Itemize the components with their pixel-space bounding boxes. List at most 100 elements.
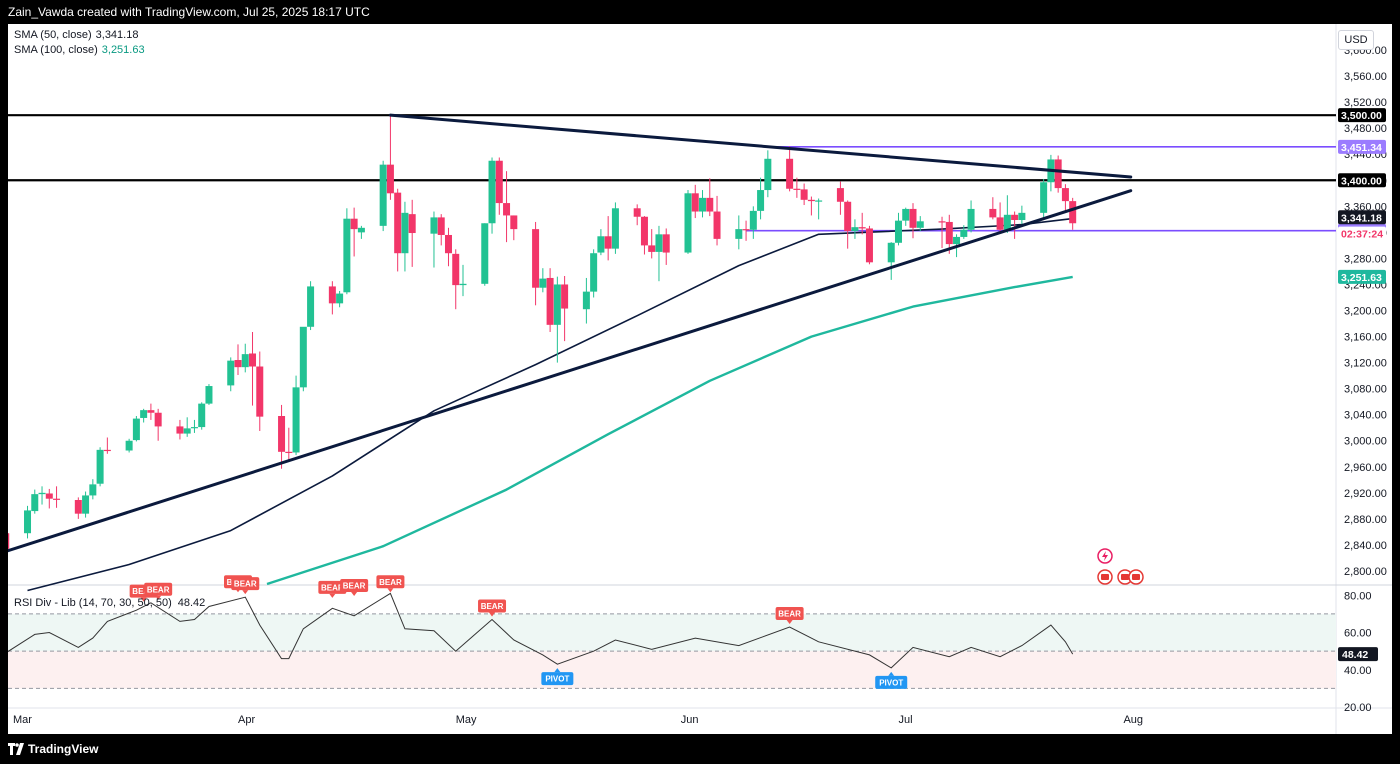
candle-body bbox=[553, 284, 561, 325]
signal-pointer bbox=[351, 592, 358, 597]
bear-signal-label: BEAR bbox=[340, 579, 369, 597]
candle-body bbox=[386, 164, 394, 194]
candle bbox=[996, 202, 1004, 233]
candle bbox=[844, 200, 852, 249]
signal-pointer bbox=[888, 671, 895, 676]
signal-pointer bbox=[489, 612, 496, 617]
candle-body bbox=[807, 199, 815, 202]
candle bbox=[96, 447, 104, 487]
candle bbox=[379, 160, 387, 232]
candle bbox=[249, 332, 257, 406]
price-tick-label: 3,000.00 bbox=[1344, 436, 1387, 448]
us-economic-event-icon-glyph bbox=[1121, 574, 1129, 580]
candle bbox=[8, 533, 10, 549]
lightning-event-icon bbox=[1097, 548, 1113, 564]
candle bbox=[31, 489, 39, 514]
candle-body bbox=[844, 201, 852, 232]
signal-pointer bbox=[387, 588, 394, 593]
bear-signal-label: BEAR bbox=[231, 577, 260, 595]
candle-body bbox=[256, 366, 264, 417]
candle-body bbox=[887, 242, 895, 263]
candle-body bbox=[299, 326, 307, 388]
trendline bbox=[388, 113, 1133, 179]
legend-sma50[interactable]: SMA (50, close) 3,341.18 bbox=[14, 29, 138, 41]
rsi-tag-text: 48.42 bbox=[1342, 649, 1368, 661]
signal-text: PIVOT bbox=[879, 678, 903, 687]
candle-body bbox=[8, 533, 10, 549]
sma100-price-tag: 3,251.63 bbox=[1338, 269, 1386, 284]
candle bbox=[227, 357, 235, 392]
time-tick-label: Aug bbox=[1123, 714, 1143, 726]
legend-sma50-label: SMA (50, close) bbox=[14, 29, 92, 41]
price-tick-label: 3,080.00 bbox=[1344, 384, 1387, 396]
candle bbox=[894, 212, 902, 246]
candle-body bbox=[183, 428, 191, 434]
candle-body bbox=[357, 227, 365, 233]
legend-rsi[interactable]: RSI Div - Lib (14, 70, 30, 50, 50) 48.42 bbox=[14, 597, 205, 609]
candle-body bbox=[713, 211, 721, 239]
candle bbox=[74, 497, 82, 519]
candle bbox=[205, 384, 213, 405]
price-tick-label: 2,880.00 bbox=[1344, 514, 1387, 526]
candle bbox=[800, 183, 808, 206]
candle bbox=[488, 157, 496, 234]
candle bbox=[699, 190, 707, 218]
price-tag-bg bbox=[1338, 269, 1386, 284]
candle bbox=[1061, 184, 1069, 213]
candle bbox=[459, 264, 467, 297]
candle-body bbox=[343, 218, 351, 293]
price-tick-label: 3,120.00 bbox=[1344, 358, 1387, 370]
rsi-tag-bg bbox=[1338, 647, 1378, 662]
candle-body bbox=[53, 498, 61, 500]
candle bbox=[328, 281, 336, 315]
candle bbox=[582, 277, 590, 324]
signal-text: BEAR bbox=[778, 609, 801, 618]
signal-badge bbox=[775, 606, 804, 620]
candle-body bbox=[336, 293, 344, 304]
candle-body bbox=[996, 217, 1004, 230]
candle-body bbox=[735, 229, 743, 239]
candle-body bbox=[597, 236, 605, 253]
signal-pointer bbox=[554, 668, 561, 673]
chart-canvas[interactable]: BEARBEARBEARBEARBEARBEARBEARBEARPIVOTBEA… bbox=[8, 24, 1392, 734]
candle-body bbox=[648, 245, 656, 252]
candle bbox=[786, 146, 794, 192]
candle bbox=[590, 249, 598, 298]
time-tick-label: Mar bbox=[13, 714, 32, 726]
candle-body bbox=[1018, 212, 1026, 220]
candle-body bbox=[328, 286, 336, 304]
candle bbox=[561, 276, 569, 342]
candle bbox=[292, 375, 300, 456]
currency-label[interactable]: USD bbox=[1338, 30, 1374, 50]
price-tick-label: 3,200.00 bbox=[1344, 306, 1387, 318]
candle-body bbox=[89, 484, 97, 496]
level-price-tag: 3,451.34 bbox=[1338, 139, 1386, 154]
candle-body bbox=[655, 234, 663, 252]
legend-sma100[interactable]: SMA (100, close) 3,251.63 bbox=[14, 44, 145, 56]
candle bbox=[967, 200, 975, 233]
candle bbox=[1011, 211, 1019, 239]
candle-body bbox=[379, 164, 387, 226]
candle bbox=[45, 488, 53, 509]
price-tag-text: 3,251.63 bbox=[1341, 272, 1382, 284]
candle bbox=[234, 344, 242, 375]
candle-body bbox=[503, 203, 511, 216]
candle-body bbox=[408, 214, 416, 234]
us-economic-event-icon bbox=[1117, 569, 1133, 585]
signal-text: BEAR bbox=[379, 578, 402, 587]
candle-body bbox=[176, 426, 184, 434]
candle-body bbox=[989, 208, 997, 218]
signal-pointer bbox=[242, 590, 249, 595]
time-tick-label: Jun bbox=[681, 714, 699, 726]
signal-pointer bbox=[786, 619, 793, 624]
candle bbox=[1069, 197, 1077, 230]
candle bbox=[307, 281, 315, 331]
candle bbox=[183, 417, 191, 437]
sma50-price-tag: 3,341.18 bbox=[1338, 210, 1386, 225]
chart-panel[interactable]: BEARBEARBEARBEARBEARBEARBEARBEARPIVOTBEA… bbox=[8, 24, 1392, 734]
candle bbox=[764, 150, 772, 198]
level-price-tag: 3,500.00 bbox=[1338, 108, 1386, 123]
candle-body bbox=[662, 234, 670, 253]
candle-body bbox=[481, 223, 489, 284]
candle bbox=[1018, 205, 1026, 226]
